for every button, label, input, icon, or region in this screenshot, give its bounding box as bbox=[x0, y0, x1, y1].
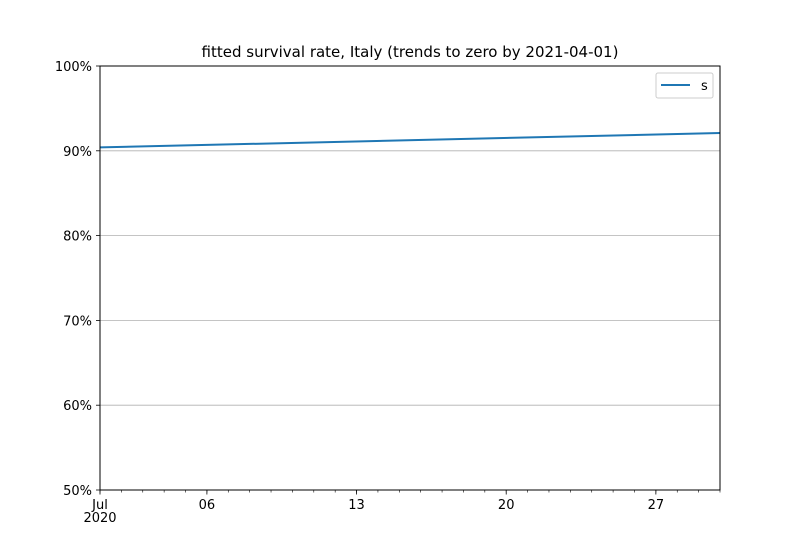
y-tick-label: 90% bbox=[63, 145, 92, 160]
y-tick-label: 60% bbox=[63, 399, 92, 414]
x-tick-label: 20 bbox=[498, 498, 515, 513]
x-tick-label: 13 bbox=[348, 498, 365, 513]
x-tick-label: 27 bbox=[648, 498, 665, 513]
x-tick-label: 2020 bbox=[83, 511, 116, 526]
plot-frame bbox=[99, 65, 721, 491]
legend-label: s bbox=[701, 79, 708, 94]
y-tick-label: 80% bbox=[63, 230, 92, 245]
chart-title: fitted survival rate, Italy (trends to z… bbox=[202, 43, 619, 61]
y-tick-label: 100% bbox=[55, 60, 92, 75]
series-line-s bbox=[99, 132, 721, 149]
x-tick-label: Jul bbox=[91, 498, 108, 513]
y-tick-label: 70% bbox=[63, 314, 92, 329]
y-tick-label: 50% bbox=[63, 484, 92, 499]
legend: s bbox=[655, 72, 714, 99]
series-group bbox=[99, 132, 721, 149]
x-tick-label: 06 bbox=[199, 498, 216, 513]
y-axis: 50% 60% 70% 80% 90% 100% bbox=[55, 60, 100, 499]
grid bbox=[100, 150, 720, 406]
